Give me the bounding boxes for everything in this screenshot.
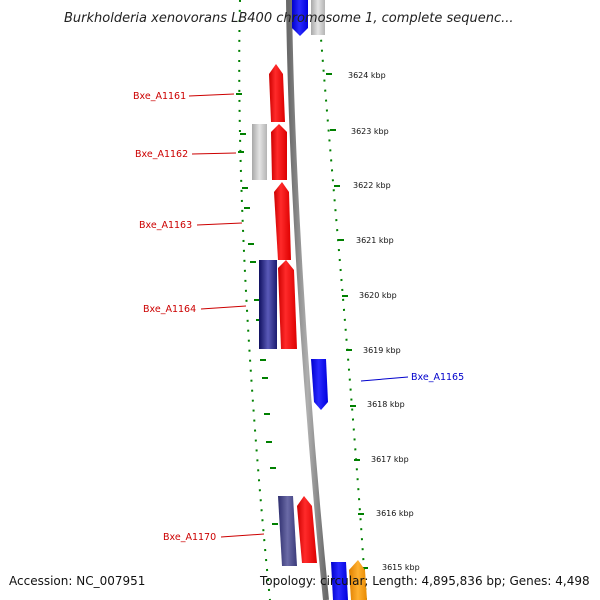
accession-text: Accession: NC_007951 xyxy=(9,574,145,588)
inner-track-boundary xyxy=(238,0,271,600)
kbp-tick-labels: 3624 kbp 3623 kbp 3622 kbp 3621 kbp 3620… xyxy=(348,71,420,572)
gene-labels: Bxe_A1161 Bxe_A1162 Bxe_A1163 Bxe_A1164 … xyxy=(133,91,464,543)
gene-feature-bxe-a1164 xyxy=(278,260,297,349)
gene-feature-bxe-a1170 xyxy=(297,496,317,563)
gene-label-bxe-a1165[interactable]: Bxe_A1165 xyxy=(411,372,464,383)
tick-label-3623: 3623 kbp xyxy=(351,127,389,136)
tick-label-3624: 3624 kbp xyxy=(348,71,386,80)
gene-feature-bxe-a1165 xyxy=(311,359,328,410)
tick-label-3622: 3622 kbp xyxy=(353,181,391,190)
gene-label-bxe-a1161[interactable]: Bxe_A1161 xyxy=(133,91,186,102)
tick-label-3620: 3620 kbp xyxy=(359,291,397,300)
gene-feature-gray-top xyxy=(311,0,325,35)
gene-feature-blue-top xyxy=(292,0,308,36)
gene-feature-gray-1162 xyxy=(252,124,267,180)
gene-label-bxe-a1163[interactable]: Bxe_A1163 xyxy=(139,220,192,231)
gene-feature-purple-1170 xyxy=(278,496,297,566)
gene-label-bxe-a1170[interactable]: Bxe_A1170 xyxy=(163,532,216,543)
gene-feature-bxe-a1163 xyxy=(274,182,291,260)
map-title: Burkholderia xenovorans LB400 chromosome… xyxy=(64,11,514,26)
genome-summary-text: Topology: circular; Length: 4,895,836 bp… xyxy=(259,574,590,588)
gene-leader-lines xyxy=(188,93,409,538)
gene-label-bxe-a1164[interactable]: Bxe_A1164 xyxy=(143,304,196,315)
gene-label-bxe-a1162[interactable]: Bxe_A1162 xyxy=(135,149,188,160)
sequence-backbone xyxy=(286,0,329,600)
gene-features xyxy=(252,0,367,600)
gene-feature-blue-bottom xyxy=(331,562,348,600)
tick-label-3621: 3621 kbp xyxy=(356,236,394,245)
gene-feature-bxe-a1162 xyxy=(271,124,287,180)
tick-label-3619: 3619 kbp xyxy=(363,346,401,355)
gene-feature-navy-1164 xyxy=(259,260,277,349)
tick-label-3615: 3615 kbp xyxy=(382,563,420,572)
tick-label-3618: 3618 kbp xyxy=(367,400,405,409)
tick-label-3616: 3616 kbp xyxy=(376,509,414,518)
outer-track-boundary xyxy=(317,0,367,600)
gene-feature-orange-bottom xyxy=(349,560,367,600)
gene-feature-bxe-a1161 xyxy=(269,64,285,122)
tick-label-3617: 3617 kbp xyxy=(371,455,409,464)
